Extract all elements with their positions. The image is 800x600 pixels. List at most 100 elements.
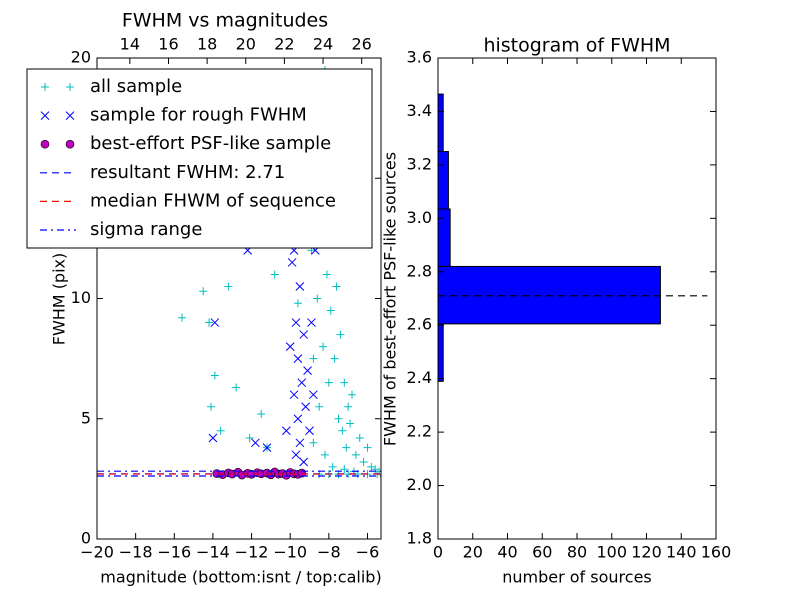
x-tick-label: 100 (596, 543, 627, 562)
y-tick-label: 5 (81, 408, 91, 427)
x-tick-label: 60 (532, 543, 552, 562)
all-point (355, 433, 364, 442)
rough-point (289, 390, 299, 400)
all-point (342, 443, 351, 452)
y-tick-label: 2.0 (407, 475, 432, 494)
legend-marker (66, 83, 74, 91)
all-point (315, 402, 324, 411)
y-tick-label: 1.8 (407, 529, 432, 548)
all-point (326, 306, 335, 315)
x2-tick-label: 22 (274, 35, 294, 54)
bar (437, 323, 444, 382)
all-point (270, 270, 279, 279)
rough-point (262, 443, 272, 452)
rough-point (295, 282, 305, 291)
all-point (363, 443, 372, 452)
rough-point (307, 318, 316, 327)
points (97, 66, 381, 480)
rough-point (293, 354, 303, 363)
x-tick-label: 160 (701, 543, 732, 562)
x-tick-label: −12 (235, 543, 269, 562)
legend-label: resultant FWHM: 2.71 (90, 162, 285, 183)
rough-point (251, 438, 260, 448)
all-point (348, 390, 357, 399)
x-tick-label: 120 (631, 543, 662, 562)
all-point (309, 438, 318, 447)
all-point (359, 458, 368, 467)
all-point (205, 318, 214, 327)
legend-label: sample for rough FWHM (90, 105, 307, 126)
all-point (346, 419, 355, 428)
rough-point (299, 457, 309, 467)
y-tick-label: 3.0 (407, 208, 432, 227)
legend-marker (65, 111, 75, 120)
x2-tick-label: 26 (352, 35, 372, 54)
chart-title: FWHM vs magnitudes (122, 10, 328, 32)
all-point (199, 287, 208, 296)
rough-point (287, 258, 297, 267)
rough-point (291, 318, 301, 327)
all-point (313, 294, 322, 303)
x-tick-label: −20 (80, 543, 114, 562)
y-tick-label: 2.8 (407, 261, 432, 280)
x-tick-label: −8 (317, 543, 341, 562)
x-tick-label: −6 (356, 543, 380, 562)
y-axis-label: FWHM of best-effort PSF-like sources (381, 152, 400, 446)
legend: all sample sample for rough FWHM best-effo… (26, 68, 373, 249)
all-point (344, 402, 353, 411)
x2-tick-label: 20 (236, 35, 256, 54)
all-point (319, 342, 328, 351)
legend-label: sigma range (90, 219, 202, 240)
x2-tick-label: 16 (158, 35, 178, 54)
all-point (351, 450, 360, 459)
all-point (309, 354, 318, 363)
all-point (216, 426, 225, 435)
bar (437, 265, 661, 325)
all-point (224, 282, 233, 291)
all-point (206, 402, 215, 411)
rough-point (293, 414, 303, 424)
y-tick-label: 10 (71, 288, 91, 307)
all-point (336, 330, 345, 339)
x-tick-label: −18 (119, 543, 153, 562)
all-point (245, 433, 254, 442)
y-tick-label: 2.6 (407, 315, 432, 334)
x-tick-label: 0 (433, 543, 443, 562)
y-tick-label: 3.2 (407, 154, 432, 173)
y-tick-label: 3.4 (407, 101, 432, 120)
y-tick-label: 2.2 (407, 422, 432, 441)
x-tick-label: −16 (157, 543, 191, 562)
all-point (210, 371, 219, 380)
x-tick-label: 20 (463, 543, 483, 562)
rough-point (299, 330, 309, 339)
y-axis-label: FWHM (pix) (50, 253, 69, 346)
legend-marker (65, 139, 75, 149)
x-tick-label: −10 (273, 543, 307, 562)
x-tick-label: −14 (196, 543, 230, 562)
x2-tick-label: 24 (313, 35, 333, 54)
all-point (322, 270, 331, 279)
x-tick-label: 40 (497, 543, 517, 562)
all-point (332, 282, 341, 291)
all-point (328, 462, 337, 471)
bar (437, 208, 451, 267)
rough-point (291, 450, 301, 460)
rough-point (301, 402, 311, 412)
bar (437, 93, 444, 153)
y-tick-label: 2.4 (407, 368, 432, 387)
rough-point (281, 426, 291, 436)
rough-point (210, 318, 220, 327)
all-point (324, 378, 333, 387)
all-point (338, 426, 347, 435)
legend-box (26, 68, 373, 249)
legend-label: median FHWM of sequence (90, 190, 336, 211)
rough-point (297, 378, 307, 388)
y-tick-label: 3.6 (407, 48, 432, 67)
rough-point (285, 342, 295, 351)
all-point (257, 409, 266, 418)
all-point (232, 383, 241, 392)
x2-tick-label: 18 (197, 35, 217, 54)
legend-marker (40, 139, 50, 149)
